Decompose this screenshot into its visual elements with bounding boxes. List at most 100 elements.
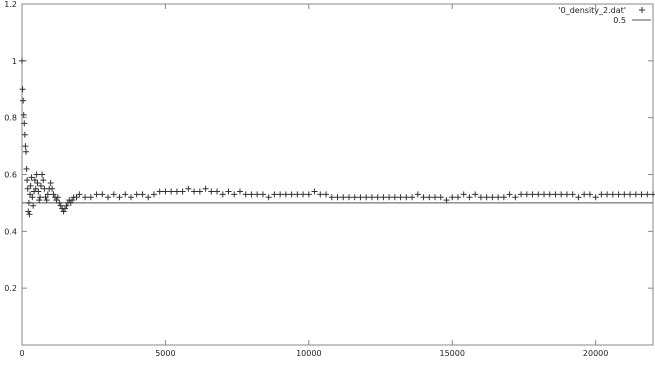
- data-point: [391, 194, 398, 201]
- data-point: [26, 211, 33, 218]
- data-point: [414, 191, 421, 198]
- data-point: [340, 194, 347, 201]
- data-point: [31, 177, 38, 184]
- y-tick-label: 1.2: [4, 0, 17, 9]
- data-point: [351, 194, 358, 201]
- data-point: [495, 194, 502, 201]
- data-point: [259, 191, 266, 198]
- y-tick-label: 0.2: [4, 284, 17, 293]
- data-point: [35, 188, 42, 195]
- data-point: [36, 197, 43, 204]
- data-point: [19, 86, 26, 93]
- data-point: [294, 191, 301, 198]
- data-point: [28, 174, 35, 181]
- data-point: [523, 191, 530, 198]
- data-point: [535, 191, 542, 198]
- x-tick-label: 5000: [155, 349, 175, 358]
- data-point: [208, 188, 215, 195]
- data-point: [105, 194, 112, 201]
- data-point: [426, 194, 433, 201]
- data-point: [127, 194, 134, 201]
- data-point: [116, 194, 123, 201]
- data-point: [472, 191, 479, 198]
- data-point: [168, 188, 175, 195]
- data-point: [47, 180, 54, 187]
- data-point: [443, 197, 450, 204]
- data-point: [173, 188, 180, 195]
- y-tick-label: 1: [12, 57, 17, 66]
- data-point: [466, 194, 473, 201]
- data-point: [196, 188, 203, 195]
- data-point: [162, 188, 169, 195]
- data-point: [23, 148, 30, 155]
- data-point: [506, 191, 513, 198]
- data-point: [57, 202, 64, 209]
- data-point: [575, 194, 582, 201]
- data-point: [380, 194, 387, 201]
- data-point: [604, 191, 611, 198]
- data-point: [49, 185, 56, 192]
- data-point: [512, 194, 519, 201]
- data-point: [558, 191, 565, 198]
- data-point: [242, 191, 249, 198]
- data-point: [265, 194, 272, 201]
- data-point: [334, 194, 341, 201]
- data-point: [403, 194, 410, 201]
- x-tick-label: 0: [19, 349, 24, 358]
- data-point: [32, 185, 39, 192]
- data-point: [37, 182, 44, 189]
- data-point: [609, 191, 616, 198]
- data-point: [288, 191, 295, 198]
- data-point: [62, 205, 69, 212]
- data-point: [323, 191, 330, 198]
- data-point: [397, 194, 404, 201]
- y-axis-ticks: 0.2 0.4 0.6 0.8 1 1.2: [4, 0, 653, 293]
- data-point: [632, 191, 639, 198]
- data-point: [621, 191, 628, 198]
- x-tick-label: 20000: [583, 349, 608, 358]
- data-point: [357, 194, 364, 201]
- data-point: [69, 197, 76, 204]
- legend: '0_density_2.dat' 0.5: [558, 6, 651, 25]
- data-point: [150, 191, 157, 198]
- data-point: [483, 194, 490, 201]
- data-point: [156, 188, 163, 195]
- data-point: [63, 202, 70, 209]
- data-point: [53, 197, 60, 204]
- data-point: [420, 194, 427, 201]
- data-point: [214, 188, 221, 195]
- plot-frame: [21, 3, 654, 346]
- data-point: [615, 191, 622, 198]
- data-point: [191, 188, 198, 195]
- legend-marker-plus: [639, 7, 645, 13]
- data-point: [44, 191, 51, 198]
- data-point: [477, 194, 484, 201]
- data-point: [254, 191, 261, 198]
- data-point: [236, 188, 243, 195]
- legend-label-reference: 0.5: [613, 16, 626, 25]
- data-point: [345, 194, 352, 201]
- data-point: [518, 191, 525, 198]
- data-point: [546, 191, 553, 198]
- data-point: [311, 188, 318, 195]
- data-point: [552, 191, 559, 198]
- data-point: [20, 97, 27, 104]
- data-point: [638, 191, 645, 198]
- data-point: [54, 194, 61, 201]
- data-point: [110, 191, 117, 198]
- data-point: [300, 191, 307, 198]
- data-point: [23, 165, 30, 172]
- data-point: [305, 191, 312, 198]
- data-point: [586, 191, 593, 198]
- data-point: [231, 191, 238, 198]
- data-point: [87, 194, 94, 201]
- data-point: [43, 197, 50, 204]
- data-point: [185, 185, 192, 192]
- data-point: [24, 177, 31, 184]
- data-point: [489, 194, 496, 201]
- data-point: [219, 191, 226, 198]
- data-point: [82, 194, 89, 201]
- data-point: [179, 188, 186, 195]
- density-series: [19, 57, 655, 218]
